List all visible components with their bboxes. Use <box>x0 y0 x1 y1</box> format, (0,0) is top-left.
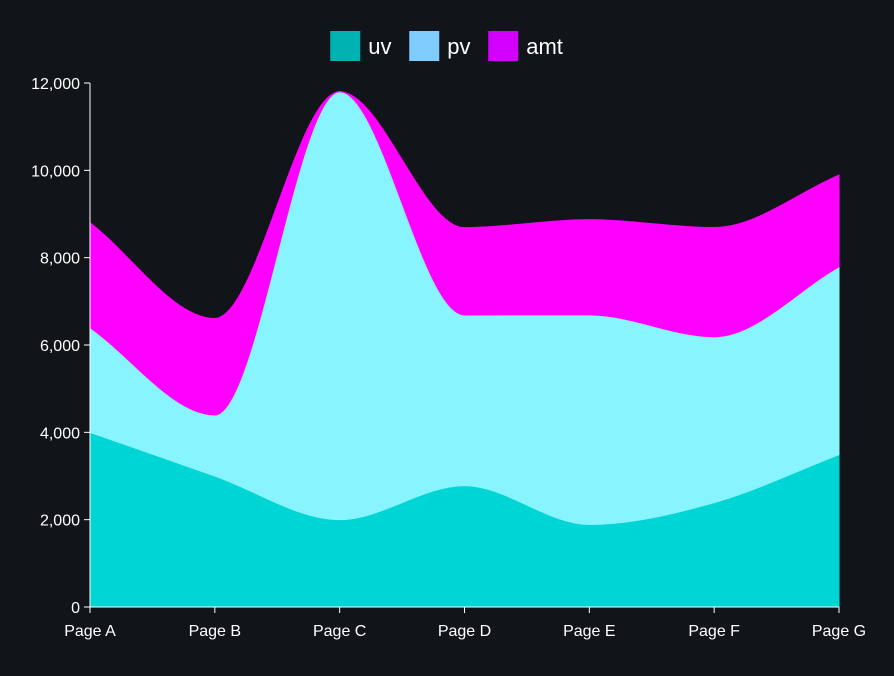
x-tick-label: Page D <box>438 623 491 640</box>
y-axis: 0 2,000 4,000 6,000 8,000 10,000 12,000 <box>31 76 91 617</box>
x-tick-label: Page C <box>313 623 366 640</box>
legend-swatch <box>488 31 519 61</box>
x-tick-label: Page B <box>189 623 241 640</box>
legend-swatch <box>330 31 361 61</box>
y-tick-label: 8,000 <box>40 251 80 268</box>
x-tick-label: Page G <box>812 623 866 640</box>
legend-item-uv[interactable]: uv <box>330 31 392 61</box>
x-tick-label: Page E <box>563 623 615 640</box>
y-tick-label: 10,000 <box>31 163 80 180</box>
y-tick-label: 0 <box>71 600 80 617</box>
legend-label: amt <box>526 34 563 59</box>
legend-item-amt[interactable]: amt <box>488 31 563 61</box>
x-tick-label: Page A <box>64 623 116 640</box>
x-axis: Page A Page B Page C Page D Page E Page F Page… <box>64 606 866 640</box>
area-series-amt <box>89 91 840 416</box>
legend: uv pv amt <box>330 31 563 61</box>
legend-item-pv[interactable]: pv <box>409 31 471 61</box>
y-tick-label: 2,000 <box>40 513 80 530</box>
x-tick-label: Page F <box>688 623 740 640</box>
legend-label: pv <box>447 34 470 59</box>
y-tick-label: 4,000 <box>40 425 80 442</box>
legend-label: uv <box>368 34 391 59</box>
y-tick-label: 6,000 <box>40 338 80 355</box>
area-series-group <box>89 91 840 608</box>
legend-swatch <box>409 31 440 61</box>
y-tick-label: 12,000 <box>31 76 80 93</box>
